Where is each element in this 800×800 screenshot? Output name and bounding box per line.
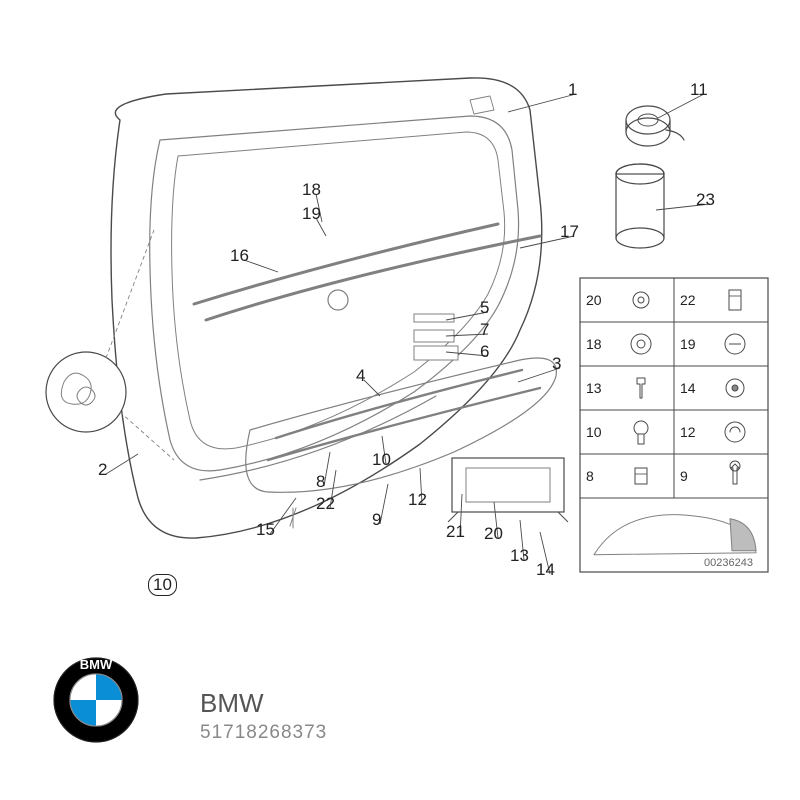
callout-9: 9	[372, 510, 381, 530]
callout-3: 3	[552, 354, 561, 374]
svg-text:8: 8	[586, 468, 594, 484]
callout-10: 10	[372, 450, 391, 470]
svg-text:12: 12	[680, 424, 696, 440]
callout-10: 10	[148, 574, 177, 596]
callout-11: 11	[690, 80, 708, 100]
svg-text:00236243: 00236243	[704, 557, 753, 569]
callout-14: 14	[536, 560, 555, 580]
svg-text:22: 22	[680, 292, 696, 308]
svg-text:9: 9	[680, 468, 688, 484]
callout-23: 23	[696, 190, 715, 210]
callout-1: 1	[568, 80, 577, 100]
diagram-svg: 20221819131410128900236243BMW	[0, 0, 800, 800]
callout-15: 15	[256, 520, 275, 540]
callout-22: 22	[316, 494, 335, 514]
svg-text:19: 19	[680, 336, 696, 352]
callout-16: 16	[230, 246, 249, 266]
svg-text:10: 10	[586, 424, 602, 440]
callout-5: 5	[480, 298, 489, 318]
callout-17: 17	[560, 222, 579, 242]
callout-2: 2	[98, 460, 107, 480]
callout-12: 12	[408, 490, 427, 510]
svg-text:14: 14	[680, 380, 696, 396]
diagram-stage: { "meta": { "brand_text": "BMW", "part_n…	[0, 0, 800, 800]
callout-21: 21	[446, 522, 465, 542]
callout-19: 19	[302, 204, 321, 224]
callout-13: 13	[510, 546, 529, 566]
callout-18: 18	[302, 180, 321, 200]
brand-label: BMW	[200, 688, 264, 719]
callout-4: 4	[356, 366, 365, 386]
callout-6: 6	[480, 342, 489, 362]
part-number: 51718268373	[200, 722, 327, 744]
svg-text:BMW: BMW	[80, 657, 113, 672]
callout-8: 8	[316, 472, 325, 492]
callout-7: 7	[480, 320, 489, 340]
svg-text:13: 13	[586, 380, 602, 396]
callout-20: 20	[484, 524, 503, 544]
svg-text:20: 20	[586, 292, 602, 308]
svg-text:18: 18	[586, 336, 602, 352]
